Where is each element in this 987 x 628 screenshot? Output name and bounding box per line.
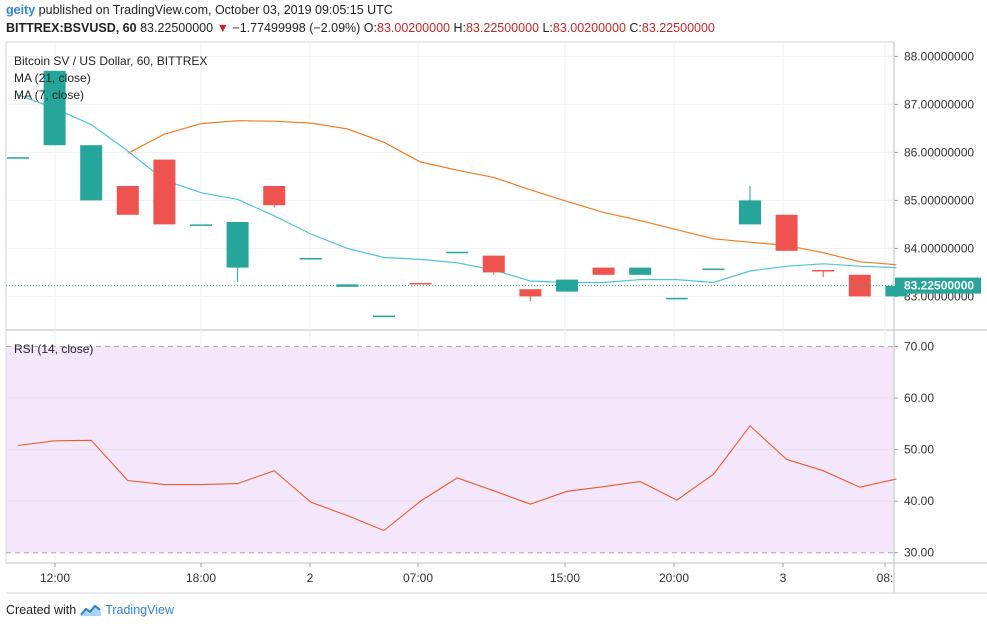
rsi-tick-label: 30.00 — [904, 546, 934, 560]
symbol-label: BITTREX:BSVUSD, 60 — [6, 21, 137, 35]
x-tick-label: 2 — [307, 571, 314, 585]
high-value: 83.22500000 — [465, 21, 539, 35]
candle-body — [116, 186, 139, 215]
last-price-label: 83.22500000 — [904, 279, 974, 293]
change-value: −1.77499998 (−2.09%) — [232, 21, 361, 35]
price-tick-label: 86.00000000 — [904, 145, 974, 159]
candle-body — [519, 289, 542, 297]
rsi-line — [17, 425, 897, 532]
x-tick-label: 07:00 — [403, 571, 433, 585]
rsi-tick-label: 40.00 — [904, 494, 934, 508]
candle-body — [226, 222, 249, 268]
candle-body — [848, 274, 871, 297]
candle-body — [702, 268, 725, 271]
low-value: 83.00200000 — [552, 21, 626, 35]
candle-body — [336, 284, 359, 287]
candle-body — [190, 224, 212, 226]
tradingview-logo-icon — [80, 604, 102, 616]
rsi-tick-label: 60.00 — [904, 391, 934, 405]
ma21-line — [127, 120, 897, 266]
price-tick-label: 87.00000000 — [904, 97, 974, 111]
x-tick-label: 12:00 — [40, 571, 70, 585]
candle-body — [482, 255, 505, 273]
candle-body — [812, 270, 835, 272]
candle-body — [153, 159, 176, 225]
high-label: H: — [453, 21, 466, 35]
candle-body — [299, 258, 322, 260]
last-price-badge — [895, 277, 981, 294]
candle-body — [629, 267, 652, 275]
publish-line: geity published on TradingView.com, Octo… — [6, 3, 393, 17]
candle-body — [263, 186, 286, 206]
price-tick-label: 84.00000000 — [904, 241, 974, 255]
candle-body — [446, 251, 469, 254]
candle-body — [7, 157, 29, 159]
tradingview-brand[interactable]: TradingView — [80, 603, 174, 617]
created-with-text: Created with — [6, 603, 77, 617]
last-price: 83.22500000 — [140, 21, 214, 35]
rsi-tick-label: 70.00 — [904, 339, 934, 353]
candle-body — [373, 315, 395, 318]
close-value: 83.22500000 — [641, 21, 715, 35]
candle-body — [43, 70, 66, 146]
candle-body — [409, 282, 432, 285]
x-tick-label: 18:00 — [186, 571, 216, 585]
candle-body — [592, 267, 615, 275]
candle-body — [665, 297, 688, 300]
price-tick-label: 85.00000000 — [904, 193, 974, 207]
x-tick-label: 3 — [780, 571, 787, 585]
down-arrow-icon: ▼ — [216, 21, 229, 35]
price-tick-label: 88.00000000 — [904, 49, 974, 63]
candle-body — [775, 214, 798, 251]
candle-body — [739, 200, 761, 225]
brand-text: TradingView — [105, 603, 174, 617]
low-label: L: — [542, 21, 553, 35]
ohlc-line: BITTREX:BSVUSD, 60 83.22500000 ▼ −1.7749… — [6, 21, 715, 35]
open-label: O: — [363, 21, 377, 35]
legend-ma7: MA (7, close) — [14, 88, 84, 102]
legend-ma21: MA (21, close) — [14, 71, 91, 85]
x-tick-label: 15:00 — [550, 571, 580, 585]
close-label: C: — [629, 21, 642, 35]
x-tick-label: 20:00 — [659, 571, 689, 585]
username[interactable]: geity — [6, 3, 36, 17]
candle-body — [80, 145, 103, 201]
rsi-title: RSI (14, close) — [14, 342, 93, 356]
published-text: published on TradingView.com, October 03… — [38, 3, 393, 17]
open-value: 83.00200000 — [377, 21, 450, 35]
x-tick-label: 08: — [877, 571, 894, 585]
footer: Created with TradingView — [6, 603, 174, 617]
rsi-tick-label: 50.00 — [904, 443, 934, 457]
chart-title: Bitcoin SV / US Dollar, 60, BITTREX — [14, 54, 207, 68]
